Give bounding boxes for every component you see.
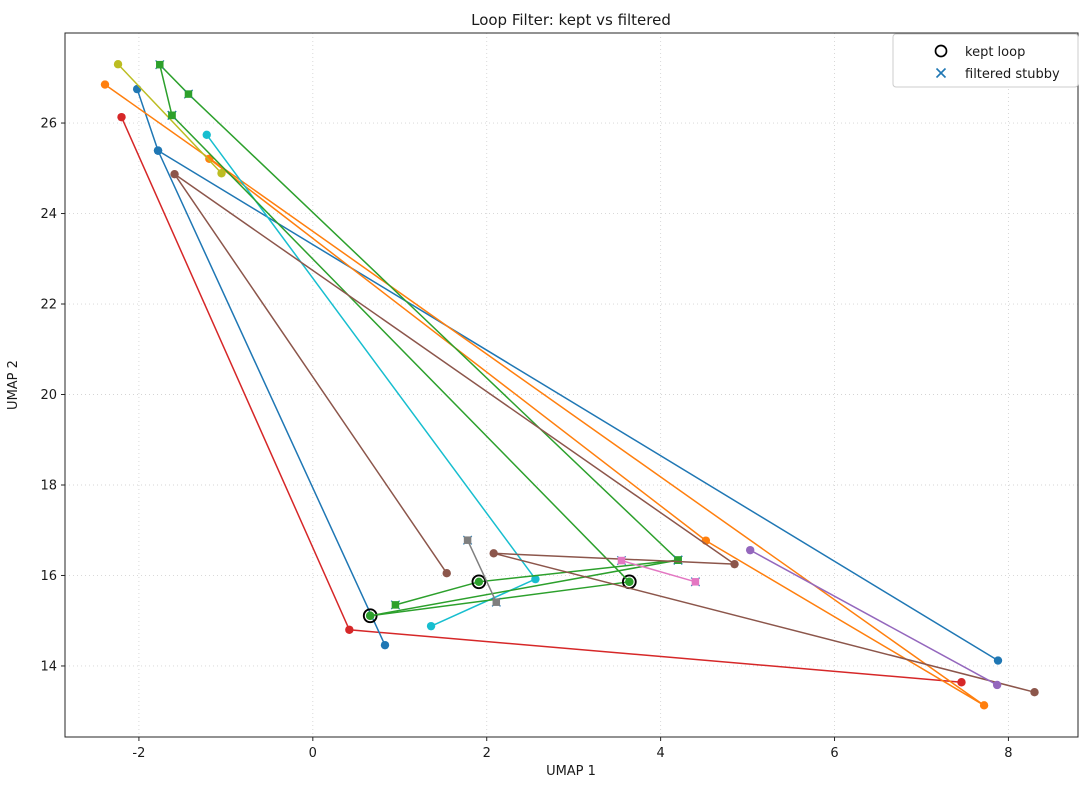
- loop-point-circle: [992, 680, 1002, 690]
- loop-point-circle: [217, 169, 226, 178]
- loop-line: [749, 549, 998, 686]
- loop-pink: [616, 555, 701, 587]
- loop-point-circle: [100, 80, 110, 89]
- y-tick-label: 16: [40, 569, 57, 584]
- loop-point-circle: [426, 621, 436, 631]
- y-tick-label: 22: [40, 298, 57, 313]
- loop-point-circle: [730, 559, 739, 569]
- chart-title: Loop Filter: kept vs filtered: [471, 11, 671, 29]
- loop-red: [117, 112, 966, 687]
- y-tick-label: 18: [40, 478, 57, 493]
- loop-point-square: [463, 536, 472, 544]
- loop-point-circle: [113, 60, 123, 69]
- x-tick-label: 2: [483, 746, 491, 761]
- loop-green-s3d: [167, 110, 634, 587]
- loop-gray: [462, 535, 501, 607]
- loop-point-circle: [993, 656, 1003, 665]
- kept-ring-icon: [471, 574, 487, 590]
- plot-area: [65, 33, 1078, 737]
- series-layer: [100, 60, 1039, 710]
- x-tick-label: 6: [830, 746, 838, 761]
- grid-layer: [65, 33, 1078, 737]
- loop-point-square: [168, 111, 176, 120]
- x-tick-label: 0: [309, 746, 317, 761]
- loop-cyan: [202, 130, 540, 631]
- loop-line: [466, 539, 497, 603]
- x-tick-label: 8: [1004, 746, 1012, 761]
- y-tick-label: 26: [40, 117, 57, 132]
- loop-point-circle: [117, 112, 126, 122]
- loop-green-bcs4: [390, 555, 683, 610]
- loop-brown: [170, 169, 1039, 697]
- kept-ring-icon: [362, 608, 378, 624]
- loop-point-square: [184, 90, 193, 98]
- loop-point-circle: [979, 701, 989, 710]
- legend-label-filtered: filtered stubby: [965, 67, 1060, 82]
- legend-label-kept: kept loop: [965, 45, 1025, 60]
- loop-blue-2: [153, 146, 1003, 665]
- loop-line: [621, 559, 696, 583]
- loop-point-square: [691, 578, 700, 586]
- loop-point-circle: [442, 569, 451, 578]
- loop-point-circle: [489, 549, 498, 558]
- loop-point-circle: [625, 577, 634, 587]
- loop-purple: [745, 545, 1002, 690]
- y-axis-label: UMAP 2: [6, 360, 21, 410]
- loop-point-square: [492, 598, 501, 606]
- loop-point-circle: [531, 574, 540, 584]
- legend: kept loop filtered stubby: [892, 33, 1079, 88]
- loop-point-circle: [170, 169, 179, 179]
- loop-point-square: [617, 556, 626, 565]
- loop-point-circle: [202, 130, 211, 139]
- loop-point-circle: [345, 625, 354, 634]
- open-circle-icon: [934, 44, 948, 58]
- loop-point-square: [674, 556, 682, 564]
- loop-line: [157, 149, 999, 662]
- y-tick-label: 14: [40, 659, 57, 674]
- loop-point-circle: [1030, 688, 1039, 697]
- loop-point-circle: [366, 611, 375, 620]
- loop-line: [158, 62, 679, 561]
- loop-point-circle: [153, 146, 163, 155]
- y-tick-label: 20: [40, 388, 57, 403]
- loop-line: [370, 559, 679, 617]
- y-tick-label: 24: [40, 207, 57, 222]
- loop-point-circle: [474, 577, 484, 587]
- loop-point-circle: [745, 545, 755, 555]
- axes-frame: [64, 32, 1079, 738]
- loop-point-square: [156, 60, 164, 69]
- x-tick-label: 4: [656, 746, 664, 761]
- x-axis-label: UMAP 1: [546, 764, 596, 779]
- x-icon: [935, 67, 947, 79]
- loop-line: [171, 114, 630, 583]
- loop-point-square: [391, 601, 400, 609]
- loop-point-circle: [957, 678, 966, 687]
- x-tick-label: -2: [132, 746, 145, 761]
- loop-point-circle: [132, 84, 142, 94]
- loop-point-circle: [380, 640, 390, 650]
